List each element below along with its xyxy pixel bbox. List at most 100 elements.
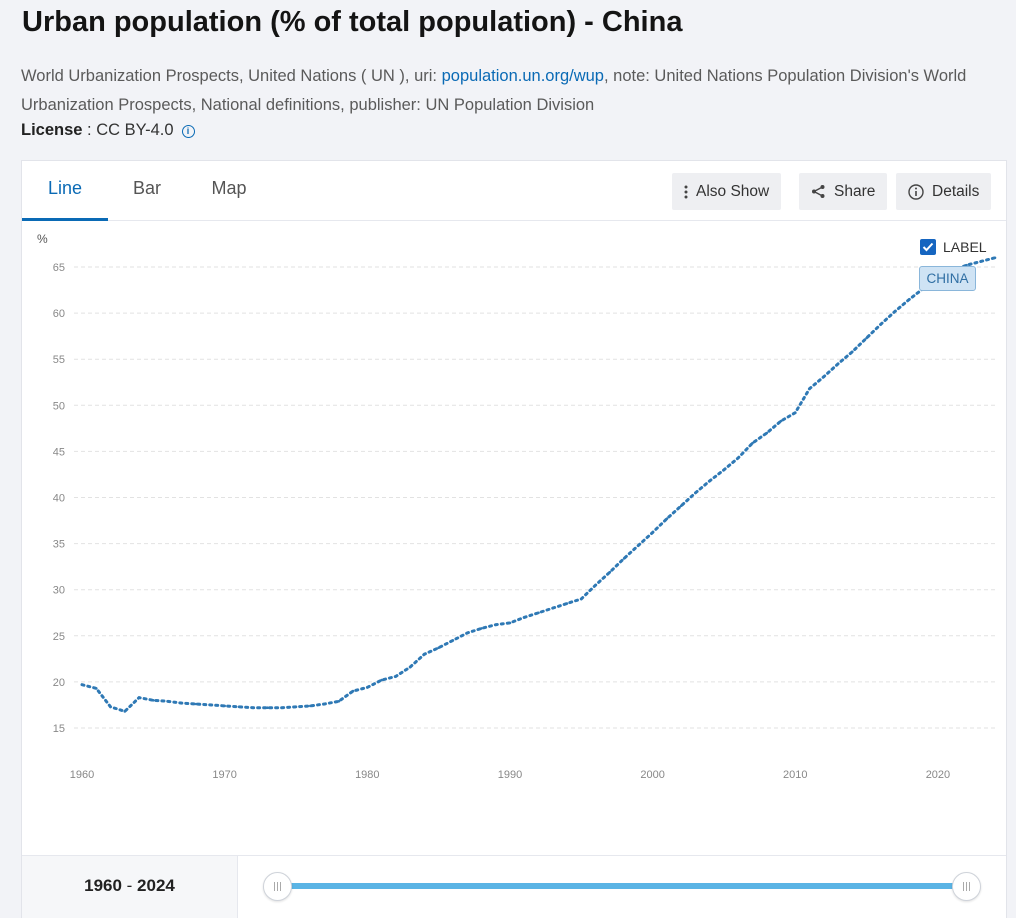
data-point-2004 [708,479,711,483]
x-tick-label-2010: 2010 [783,769,807,781]
data-point-1968 [194,702,198,706]
range-selector: 1960 - 2024 [22,855,1006,918]
y-tick-label-20: 20 [53,677,65,689]
data-point-1970 [223,704,226,708]
data-point-1961 [95,687,98,690]
range-slider-track[interactable] [278,883,968,889]
data-point-2018 [908,298,911,301]
range-start-handle[interactable] [263,872,292,901]
range-end-handle[interactable] [952,872,981,901]
data-point-1982 [394,675,398,678]
x-tick-label-1990: 1990 [498,769,522,781]
data-point-1962 [109,705,112,709]
y-tick-label-15: 15 [53,723,65,735]
range-start: 1960 [84,876,122,895]
data-point-2024 [993,256,997,260]
data-point-1967 [180,701,184,705]
data-point-1986 [451,639,455,642]
y-tick-label-50: 50 [53,400,65,412]
tab-map[interactable]: Map [211,178,247,198]
data-point-1978 [337,700,341,703]
license-label: License [21,121,83,139]
data-point-2005 [722,468,726,472]
data-point-1983 [408,665,412,669]
checkbox-checked-icon[interactable] [920,239,936,255]
y-tick-label-30: 30 [53,585,65,597]
x-tick-label-1960: 1960 [70,769,94,781]
page-title: Urban population (% of total population)… [22,6,683,38]
source-metadata: World Urbanization Prospects, United Nat… [21,62,1011,120]
data-point-2015 [865,336,868,340]
data-point-1992 [537,611,540,615]
y-tick-label-55: 55 [53,354,65,366]
x-tick-label-1980: 1980 [355,769,379,781]
data-point-1987 [465,631,469,635]
tab-bar[interactable]: Bar [132,178,161,198]
data-point-1984 [423,652,426,656]
y-tick-label-40: 40 [53,493,65,505]
chart-card: Line Bar Map Also Show Share Details % 15… [21,160,1007,918]
data-point-2017 [893,310,897,313]
data-point-1991 [522,616,526,619]
data-point-1979 [351,689,355,693]
y-tick-label-45: 45 [53,446,65,458]
data-point-1997 [608,570,612,574]
data-point-1966 [166,700,169,703]
grip-icon [963,882,970,891]
chart-tabs: Line Bar Map Also Show Share Details [22,161,1006,221]
data-point-1980 [366,686,369,689]
data-point-1977 [323,702,326,706]
more-vertical-icon [684,185,688,199]
source-link[interactable]: population.un.org/wup [441,67,604,85]
source-prefix: World Urbanization Prospects, United Nat… [21,67,442,85]
license-value: : CC BY-4.0 [82,121,174,139]
data-point-1972 [251,706,255,709]
label-toggle[interactable]: LABEL [920,239,987,255]
data-point-1995 [580,597,583,601]
data-point-1998 [622,557,626,560]
also-show-button[interactable]: Also Show [672,173,782,210]
data-point-2007 [751,441,754,445]
x-tick-label-1970: 1970 [212,769,236,781]
license-line: License : CC BY-4.0 i [21,121,195,140]
data-point-1964 [137,696,141,699]
data-point-2003 [694,491,697,495]
data-point-2023 [979,260,982,263]
data-point-2009 [779,419,783,423]
details-button[interactable]: Details [896,173,992,210]
tab-line[interactable]: Line [22,161,108,221]
data-point-1989 [494,623,498,626]
info-icon[interactable]: i [181,125,195,138]
y-tick-label-65: 65 [53,262,65,274]
data-point-2016 [879,322,883,326]
share-button[interactable]: Share [799,173,888,210]
data-point-1973 [266,706,269,709]
data-point-2012 [822,375,826,378]
label-toggle-text: LABEL [943,239,987,255]
data-point-2002 [679,504,683,508]
data-point-2011 [808,387,811,390]
range-display: 1960 - 2024 [22,856,238,918]
data-point-2010 [794,411,797,414]
source-suffix: , note: United Nations Population Divisi… [21,67,967,114]
y-axis-unit: % [37,232,48,246]
data-point-1971 [237,705,241,709]
share-icon [811,184,826,199]
data-point-1993 [551,606,555,610]
data-point-1963 [123,710,127,713]
data-point-2006 [736,456,740,460]
data-point-2008 [765,431,769,435]
data-point-2000 [651,531,654,534]
data-point-2022 [965,263,968,267]
details-label: Details [932,182,980,200]
data-point-1981 [380,678,383,682]
y-tick-label-60: 60 [53,308,65,320]
line-chart: % 15 20 25 30 35 40 45 50 55 60 65 1960 1970 1980 1990 2… [37,232,997,781]
data-point-1994 [565,602,569,605]
grip-icon [274,882,281,891]
data-point-1960 [80,683,84,686]
range-separator: - [121,876,138,895]
info-circle-icon [908,183,924,200]
y-tick-label-35: 35 [53,539,65,551]
data-point-2001 [665,517,669,520]
